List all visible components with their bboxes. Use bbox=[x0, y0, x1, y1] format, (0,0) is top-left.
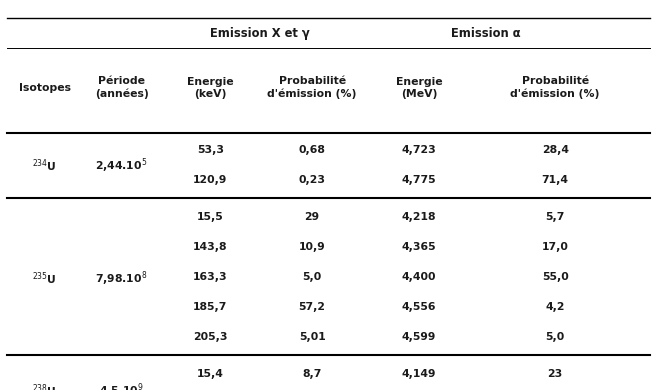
Text: 0,68: 0,68 bbox=[299, 145, 325, 154]
Text: 5,01: 5,01 bbox=[299, 332, 325, 342]
Text: Emission X et γ: Emission X et γ bbox=[210, 27, 309, 40]
Text: $^{234}$U: $^{234}$U bbox=[32, 158, 57, 174]
Text: 4,599: 4,599 bbox=[402, 332, 436, 342]
Text: 0,23: 0,23 bbox=[298, 175, 326, 184]
Text: Emission α: Emission α bbox=[451, 27, 521, 40]
Text: $^{235}$U: $^{235}$U bbox=[32, 270, 57, 287]
Text: 55,0: 55,0 bbox=[542, 272, 568, 282]
Text: 4,5.10$^{9}$: 4,5.10$^{9}$ bbox=[99, 381, 144, 390]
Text: 5,0: 5,0 bbox=[545, 332, 565, 342]
Text: 4,723: 4,723 bbox=[402, 145, 436, 154]
Text: 57,2: 57,2 bbox=[298, 302, 326, 312]
Text: 15,4: 15,4 bbox=[197, 369, 223, 379]
Text: Energie
(MeV): Energie (MeV) bbox=[396, 76, 442, 99]
Text: 4,149: 4,149 bbox=[402, 369, 436, 379]
Text: 205,3: 205,3 bbox=[193, 332, 227, 342]
Text: 4,556: 4,556 bbox=[402, 302, 436, 312]
Text: 4,218: 4,218 bbox=[402, 212, 436, 222]
Text: Probabilité
d'émission (%): Probabilité d'émission (%) bbox=[510, 76, 600, 99]
Text: $^{238}$U: $^{238}$U bbox=[32, 382, 57, 390]
Text: Probabilité
d'émission (%): Probabilité d'émission (%) bbox=[267, 76, 357, 99]
Text: 185,7: 185,7 bbox=[193, 302, 227, 312]
Text: 4,775: 4,775 bbox=[402, 175, 436, 184]
Text: 2,44.10$^{5}$: 2,44.10$^{5}$ bbox=[95, 157, 148, 176]
Text: 4,365: 4,365 bbox=[402, 242, 436, 252]
Text: 15,5: 15,5 bbox=[197, 212, 223, 222]
Text: 10,9: 10,9 bbox=[299, 242, 325, 252]
Text: Période
(années): Période (années) bbox=[95, 76, 148, 99]
Text: Energie
(keV): Energie (keV) bbox=[187, 76, 233, 99]
Text: 71,4: 71,4 bbox=[541, 175, 569, 184]
Text: 5,0: 5,0 bbox=[302, 272, 322, 282]
Text: 5,7: 5,7 bbox=[545, 212, 565, 222]
Text: 163,3: 163,3 bbox=[193, 272, 227, 282]
Text: 53,3: 53,3 bbox=[196, 145, 224, 154]
Text: 4,400: 4,400 bbox=[402, 272, 436, 282]
Text: 23: 23 bbox=[547, 369, 563, 379]
Text: 120,9: 120,9 bbox=[193, 175, 227, 184]
Text: 4,2: 4,2 bbox=[545, 302, 565, 312]
Text: Isotopes: Isotopes bbox=[18, 83, 71, 93]
Text: 143,8: 143,8 bbox=[193, 242, 227, 252]
Text: 7,98.10$^{8}$: 7,98.10$^{8}$ bbox=[95, 269, 148, 287]
Text: 29: 29 bbox=[304, 212, 320, 222]
Text: 17,0: 17,0 bbox=[542, 242, 568, 252]
Text: 28,4: 28,4 bbox=[541, 145, 569, 154]
Text: 8,7: 8,7 bbox=[302, 369, 322, 379]
